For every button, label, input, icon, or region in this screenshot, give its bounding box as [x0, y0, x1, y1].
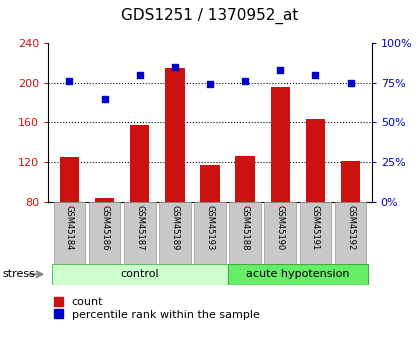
Text: GSM45192: GSM45192 [346, 205, 355, 250]
Bar [60, 157, 79, 202]
Text: control: control [121, 269, 159, 279]
Text: GSM45184: GSM45184 [65, 205, 74, 250]
Point [66, 78, 73, 84]
Text: GSM45188: GSM45188 [241, 205, 249, 250]
Point [312, 72, 319, 78]
Bar [159, 202, 191, 264]
Text: GSM45190: GSM45190 [276, 205, 285, 250]
Bar [124, 202, 155, 264]
Text: GSM45187: GSM45187 [135, 205, 144, 250]
Bar [265, 202, 296, 264]
Bar [165, 68, 184, 202]
Text: GDS1251 / 1370952_at: GDS1251 / 1370952_at [121, 8, 299, 23]
Bar [270, 87, 290, 202]
Legend: count, percentile rank within the sample: count, percentile rank within the sample [54, 297, 260, 319]
Text: GSM45189: GSM45189 [171, 205, 179, 250]
Point [136, 72, 143, 78]
Bar [299, 202, 331, 264]
Text: stress: stress [2, 269, 35, 279]
Point [347, 80, 354, 86]
Text: GSM45191: GSM45191 [311, 205, 320, 250]
Point [207, 82, 213, 87]
Text: acute hypotension: acute hypotension [246, 269, 349, 279]
Bar [306, 119, 325, 202]
Bar [335, 202, 366, 264]
Bar [95, 198, 114, 202]
Point [277, 67, 284, 73]
Bar [229, 202, 261, 264]
Point [242, 78, 249, 84]
Bar [228, 264, 368, 285]
Bar [236, 156, 255, 202]
Bar [130, 126, 150, 202]
Bar [52, 264, 228, 285]
Bar [194, 202, 226, 264]
Bar [54, 202, 85, 264]
Bar [200, 165, 220, 202]
Bar [341, 161, 360, 202]
Text: GSM45186: GSM45186 [100, 205, 109, 250]
Text: GSM45193: GSM45193 [205, 205, 215, 250]
Bar [89, 202, 121, 264]
Point [101, 96, 108, 101]
Point [171, 64, 178, 70]
